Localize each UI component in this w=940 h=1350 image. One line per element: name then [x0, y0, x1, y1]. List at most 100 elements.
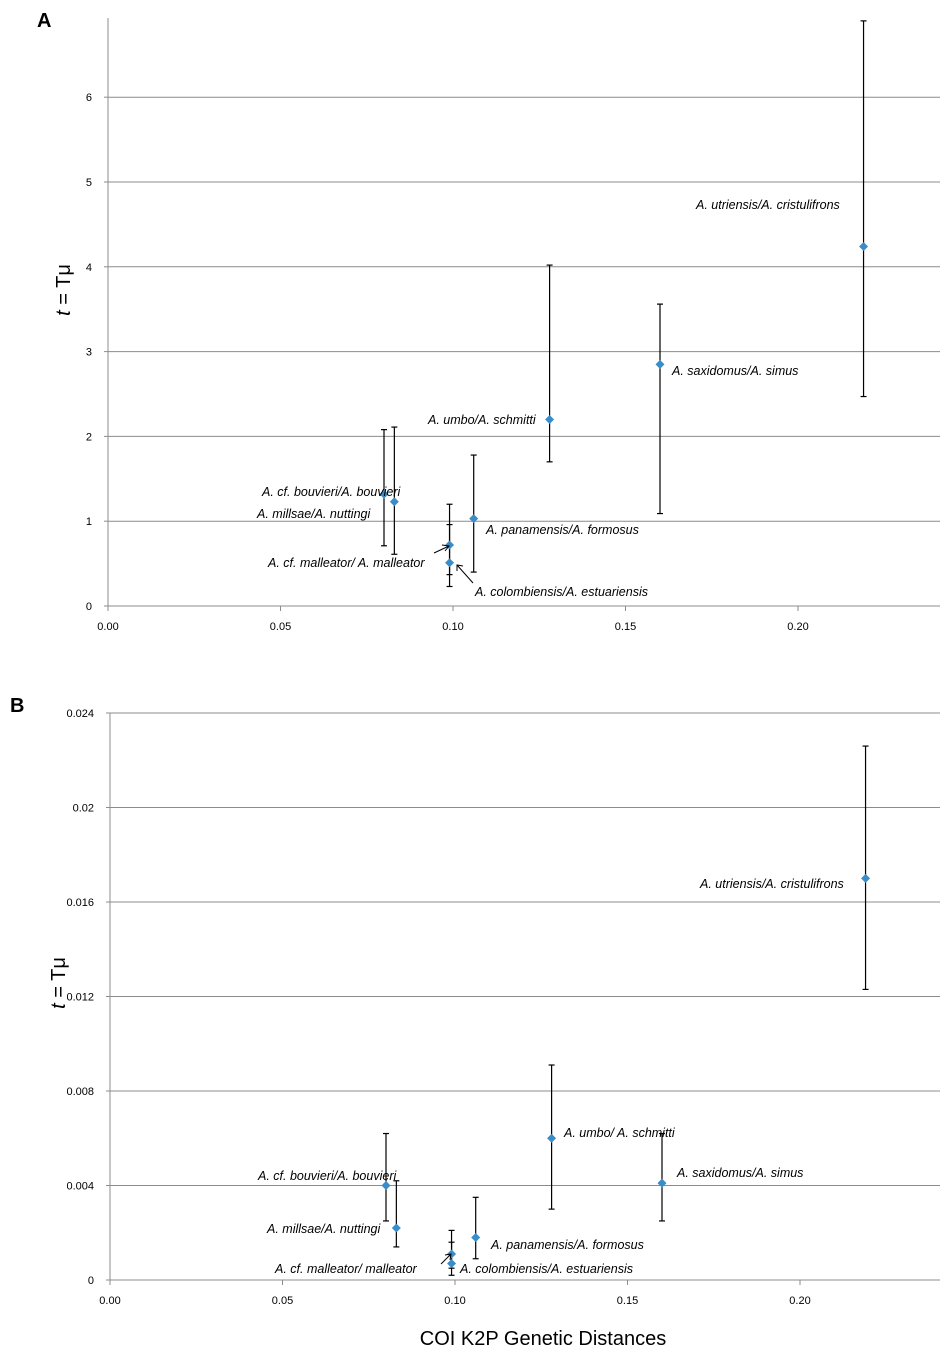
error-bar: [657, 303, 663, 515]
x-tick-label: 0.20: [789, 1295, 810, 1307]
data-point: [381, 1181, 391, 1190]
error-bar: [391, 426, 398, 555]
y-tick-label: 0: [86, 601, 92, 613]
x-tick-label: 0.15: [615, 621, 636, 633]
error-bar: [383, 1132, 389, 1222]
data-point: [545, 414, 555, 424]
point-label: A. colombiensis/A. estuariensis: [474, 585, 648, 599]
data-point: [469, 514, 479, 524]
error-bar: [862, 745, 869, 991]
panel-b-arrow-malleator-head: [444, 1253, 452, 1261]
panel-a-y-axis-title: t = Tμ: [53, 264, 75, 316]
panel-b-ylabel-rest: = Tμ: [48, 957, 70, 1003]
y-tick-label: 1: [86, 516, 92, 528]
point-label: A. colombiensis/A. estuariensis: [459, 1262, 633, 1276]
panel-a-arrow-malleator: [433, 545, 450, 554]
y-tick-label: 0: [88, 1275, 94, 1287]
point-label: A. saxidomus/A. simus: [676, 1166, 803, 1180]
panel-a-gridlines: [108, 96, 940, 522]
point-label: A. utriensis/A. cristulifrons: [695, 198, 840, 212]
point-label: A. umbo/ A. schmitti: [563, 1126, 676, 1140]
error-bar: [448, 1241, 455, 1276]
panel-b-y-axis-title: t = Tμ: [48, 957, 70, 1009]
data-point: [471, 1232, 481, 1242]
x-tick-label: 0.05: [272, 1295, 293, 1307]
panel-a-ylabel-italic: t: [53, 309, 75, 316]
data-point: [447, 1258, 457, 1268]
panel-a-point-labels: A. cf. bouvieri/A. bouvieri A. millsae/A…: [256, 198, 840, 599]
y-tick-label: 2: [86, 431, 92, 443]
panel-b-error-bars: [383, 745, 869, 1276]
point-label: A. saxidomus/A. simus: [671, 364, 798, 378]
y-tick-label: 0.008: [66, 1086, 94, 1098]
x-tick-label: 0.00: [99, 1295, 120, 1307]
panel-a-error-bars: [381, 20, 867, 588]
panel-a: A 0 1 2 3 4 5 6 0.00 0.05 0.10 0.15 0.20 t = Tμ A.…: [37, 10, 940, 633]
y-tick-label: 0.004: [66, 1181, 94, 1193]
data-point: [379, 489, 389, 499]
data-point: [547, 1133, 557, 1143]
panel-a-letter: A: [37, 10, 51, 32]
panel-b-ylabel-italic: t: [48, 1002, 70, 1009]
panel-b-arrow-malleator: [440, 1253, 452, 1265]
point-label: A. utriensis/A. cristulifrons: [699, 877, 844, 891]
point-label: A. cf. bouvieri/A. bouvieri: [261, 485, 401, 499]
panel-b-arrows: [440, 1253, 452, 1265]
point-label: A. cf. malleator/ malleator: [274, 1262, 418, 1276]
panel-a-ylabel-rest: = Tμ: [53, 264, 75, 310]
panel-a-y-ticks: 0 1 2 3 4 5 6: [86, 92, 108, 613]
data-point: [445, 558, 455, 568]
point-label: A. panamensis/A. formosus: [490, 1238, 644, 1252]
panel-b-points: [381, 873, 871, 1268]
error-bar: [860, 20, 867, 398]
error-bar: [546, 264, 553, 463]
error-bar: [381, 429, 387, 547]
point-label: A. panamensis/A. formosus: [485, 523, 639, 537]
y-tick-label: 4: [86, 262, 92, 274]
panel-a-x-ticks: 0.00 0.05 0.10 0.15 0.20: [97, 606, 809, 633]
x-tick-label: 0.15: [617, 1295, 638, 1307]
panel-a-arrow-colombiensis: [456, 564, 474, 584]
point-label: A. cf. malleator/ A. malleator: [267, 556, 425, 570]
panel-a-arrow-colombiensis-head: [456, 564, 464, 571]
y-tick-label: 0.02: [73, 803, 94, 815]
panel-b-y-ticks: 0 0.004 0.008 0.012 0.016 0.02 0.024: [66, 708, 110, 1287]
panel-b-x-axis-title: COI K2P Genetic Distances: [420, 1328, 666, 1350]
data-point: [445, 540, 455, 550]
x-tick-label: 0.10: [442, 621, 463, 633]
y-tick-label: 0.024: [66, 708, 94, 720]
point-label: A. millsae/A. nuttingi: [266, 1222, 381, 1236]
panel-a-points: [379, 241, 869, 568]
error-bar: [470, 454, 477, 573]
point-label: A. cf. bouvieri/A. bouvieri: [257, 1169, 397, 1183]
data-point: [859, 241, 869, 251]
data-point: [861, 873, 871, 883]
y-tick-label: 0.012: [66, 992, 94, 1004]
panel-b-gridlines: [110, 712, 940, 1186]
point-label: A. millsae/A. nuttingi: [256, 507, 371, 521]
x-tick-label: 0.00: [97, 621, 118, 633]
x-tick-label: 0.05: [270, 621, 291, 633]
error-bar: [393, 1180, 400, 1248]
data-point: [391, 1223, 401, 1233]
y-tick-label: 0.016: [66, 897, 94, 909]
data-point: [655, 359, 665, 369]
panel-a-arrow-malleator-head: [441, 544, 450, 552]
x-tick-label: 0.10: [444, 1295, 465, 1307]
data-point: [389, 497, 399, 507]
panel-b-x-ticks: 0.00 0.05 0.10 0.15 0.20: [99, 1280, 811, 1307]
x-tick-label: 0.20: [787, 621, 808, 633]
error-bar: [446, 523, 453, 588]
point-label: A. umbo/A. schmitti: [427, 413, 537, 427]
y-tick-label: 3: [86, 347, 92, 359]
panel-a-arrows: [433, 544, 474, 584]
y-tick-label: 5: [86, 177, 92, 189]
data-point: [657, 1178, 667, 1188]
error-bar: [472, 1196, 479, 1260]
y-tick-label: 6: [86, 92, 92, 104]
error-bar: [659, 1132, 665, 1222]
panel-b-letter: B: [10, 695, 24, 717]
panel-b-point-labels: A. cf. bouvieri/A. bouvieri A. millsae/A…: [257, 877, 844, 1276]
